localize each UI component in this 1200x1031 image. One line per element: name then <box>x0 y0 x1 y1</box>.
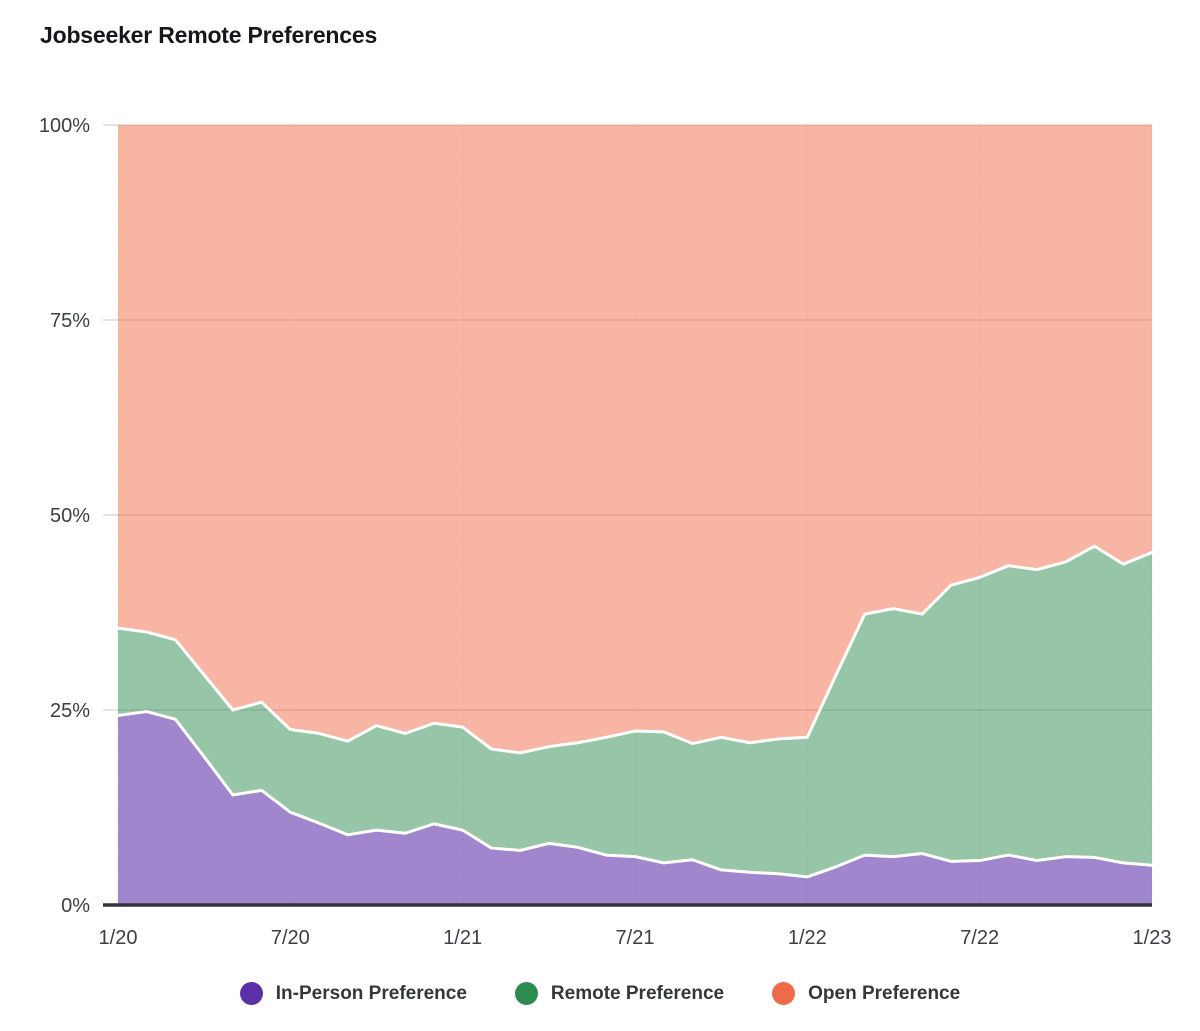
x-axis-label-7-20: 7/20 <box>271 927 310 949</box>
boundary-line-2 <box>116 544 1154 755</box>
area-chart: 0% 25% 50% 75% 100% 1/20 7/20 1/21 7/21 1/22 7/22 1… <box>39 115 1172 949</box>
y-axis-label-50: 50% <box>50 505 90 527</box>
area-remote-preference <box>118 546 1152 877</box>
legend-dot-in-person-preference <box>239 982 263 1005</box>
legend-dot-remote-preference <box>514 982 538 1005</box>
area-open-preference <box>118 125 1152 753</box>
legend-item-in-person-preference[interactable]: In-Person Preference <box>239 982 467 1005</box>
y-axis-label-0: 0% <box>61 895 90 917</box>
x-axis-label-7-22: 7/22 <box>960 927 999 949</box>
x-axis-label-7-21: 7/21 <box>616 927 655 949</box>
legend-label-remote-preference: Remote Preference <box>550 982 725 1004</box>
y-axis-label-75: 75% <box>50 310 90 332</box>
y-axis-label-25: 25% <box>50 700 90 722</box>
boundary-line-1 <box>116 710 1154 879</box>
chart-legend: In-Person Preference Remote Preference Ope… <box>0 982 1200 1005</box>
legend-item-open-preference[interactable]: Open Preference <box>772 982 960 1005</box>
y-axis-label-100: 100% <box>39 115 90 137</box>
legend-dot-open-preference <box>772 982 796 1005</box>
chart-title: Jobseeker Remote Preferences <box>40 22 378 48</box>
x-axis-label-1-20: 1/20 <box>99 927 138 949</box>
legend-item-remote-preference[interactable]: Remote Preference <box>514 982 725 1005</box>
x-axis-label-1-23: 1/23 <box>1133 927 1172 949</box>
legend-label-open-preference: Open Preference <box>808 982 961 1004</box>
x-axis-label-1-21: 1/21 <box>443 927 482 949</box>
legend-label-in-person-preference: In-Person Preference <box>275 982 467 1004</box>
x-axis-label-1-22: 1/22 <box>788 927 827 949</box>
